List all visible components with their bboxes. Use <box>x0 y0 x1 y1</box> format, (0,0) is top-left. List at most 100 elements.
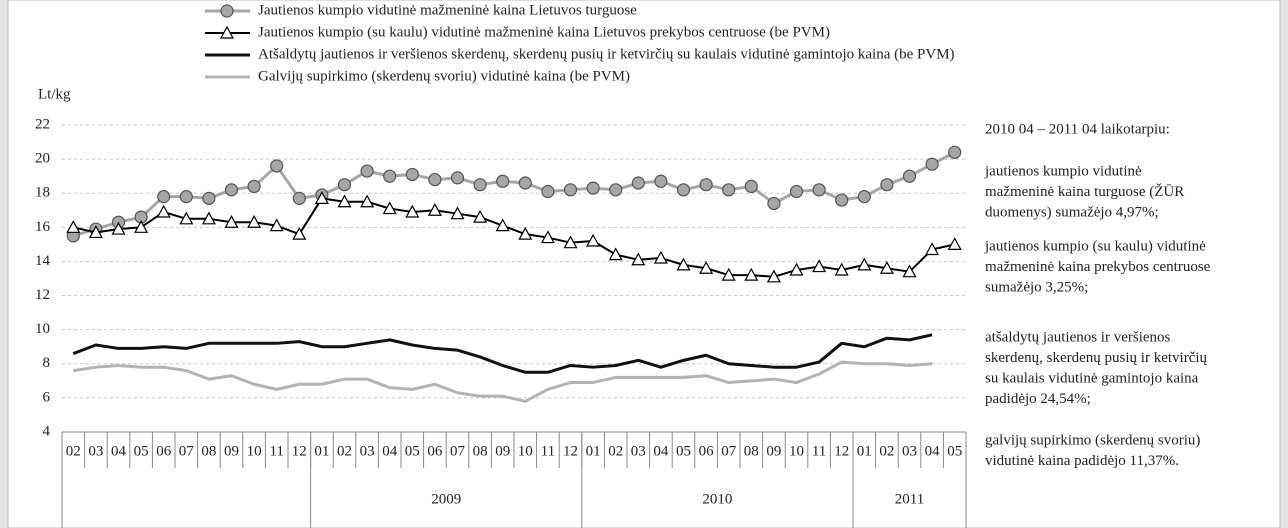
marker <box>382 201 397 215</box>
x-tick-label: 07 <box>179 443 195 459</box>
x-tick-label: 11 <box>541 443 555 459</box>
marker <box>834 262 849 276</box>
annotation: galvijų supirkimo (skerdenų svoriu) <box>985 432 1200 448</box>
x-tick-label: 09 <box>495 443 510 459</box>
marker <box>292 191 306 205</box>
marker <box>699 178 713 192</box>
x-tick-label: 04 <box>111 443 127 459</box>
legend-label: Jautienos kumpio (su kaulu) vidutinė maž… <box>258 24 830 40</box>
x-tick-label: 06 <box>156 443 172 459</box>
series-line <box>72 150 956 238</box>
marker <box>563 183 578 197</box>
x-tick-label: 12 <box>834 443 849 459</box>
x-tick-label: 04 <box>653 443 669 459</box>
x-tick-label: 03 <box>88 443 103 459</box>
marker <box>880 178 894 192</box>
marker <box>586 233 601 247</box>
x-tick-label: 07 <box>450 443 466 459</box>
marker <box>224 214 239 228</box>
marker <box>405 167 419 182</box>
annotation: mažmeninė kaina turguose (ŽŪR <box>985 183 1184 200</box>
marker <box>699 261 714 274</box>
marker <box>496 174 510 188</box>
marker <box>653 250 668 264</box>
marker <box>66 220 81 233</box>
x-tick-label: 06 <box>427 443 443 459</box>
year-label: 2009 <box>431 491 461 507</box>
marker <box>789 262 804 276</box>
y-tick-label: 16 <box>35 219 51 235</box>
x-tick-label: 01 <box>314 443 329 459</box>
marker <box>767 196 781 211</box>
x-tick-label: 07 <box>721 443 737 459</box>
x-tick-label: 06 <box>699 443 715 459</box>
y-tick-label: 6 <box>43 389 51 405</box>
marker <box>247 179 261 193</box>
marker <box>270 159 284 173</box>
marker <box>88 225 103 239</box>
marker <box>157 190 171 204</box>
marker <box>314 191 329 204</box>
marker <box>947 237 962 250</box>
x-tick-label: 11 <box>812 443 826 459</box>
x-tick-label: 08 <box>201 443 216 459</box>
marker <box>608 247 623 261</box>
x-tick-label: 02 <box>337 443 352 459</box>
marker <box>360 164 374 178</box>
series-line <box>73 360 933 403</box>
marker <box>219 25 235 39</box>
annotation: atšaldytų jautienos ir veršienos <box>985 329 1171 345</box>
marker <box>201 211 216 225</box>
y-tick-label: 8 <box>43 355 51 371</box>
x-tick-label: 04 <box>382 443 398 459</box>
annotation: skerdenų, skerdenų pusių ir ketvirčių <box>985 350 1208 366</box>
marker <box>427 203 442 216</box>
x-tick-label: 11 <box>269 443 283 459</box>
y-tick-label: 20 <box>35 151 50 167</box>
x-tick-label: 05 <box>134 443 149 459</box>
x-tick-label: 03 <box>902 443 917 459</box>
x-tick-label: 03 <box>360 443 375 459</box>
marker <box>473 209 488 223</box>
marker <box>902 264 917 278</box>
annotation: vidutinė kaina padidėjo 11,37%. <box>985 453 1179 469</box>
x-tick-label: 05 <box>676 443 691 459</box>
marker <box>179 190 193 204</box>
marker <box>721 267 736 281</box>
marker <box>518 226 533 240</box>
marker <box>450 171 465 185</box>
marker <box>835 193 849 207</box>
marker <box>292 226 307 240</box>
x-tick-label: 08 <box>473 443 488 459</box>
marker <box>473 178 487 192</box>
marker <box>744 179 758 193</box>
marker <box>111 221 126 235</box>
y-tick-label: 22 <box>35 116 50 132</box>
annotation: jautienos kumpio (su kaulu) vidutinė <box>984 238 1206 254</box>
x-tick-label: 02 <box>608 443 623 459</box>
y-tick-label: 4 <box>43 423 51 439</box>
marker <box>586 181 600 195</box>
marker <box>134 220 149 233</box>
x-tick-label: 10 <box>518 443 533 459</box>
marker <box>812 259 827 273</box>
marker <box>902 169 917 183</box>
x-tick-label: 05 <box>405 443 420 459</box>
annotation: duomenys) sumažėjo 4,97%; <box>985 204 1159 220</box>
x-tick-label: 05 <box>947 443 962 459</box>
marker <box>879 261 894 274</box>
marker <box>676 183 691 197</box>
x-tick-label: 09 <box>224 443 239 459</box>
marker <box>722 183 736 197</box>
x-tick-label: 12 <box>292 443 307 459</box>
marker <box>383 169 397 183</box>
y-tick-label: 18 <box>35 185 50 201</box>
x-tick-label: 10 <box>789 443 804 459</box>
marker <box>925 242 940 256</box>
x-tick-label: 08 <box>744 443 759 459</box>
series-line <box>73 197 955 278</box>
x-tick-label: 12 <box>563 443 578 459</box>
marker <box>337 194 352 208</box>
marker <box>541 184 555 199</box>
marker <box>857 190 871 204</box>
